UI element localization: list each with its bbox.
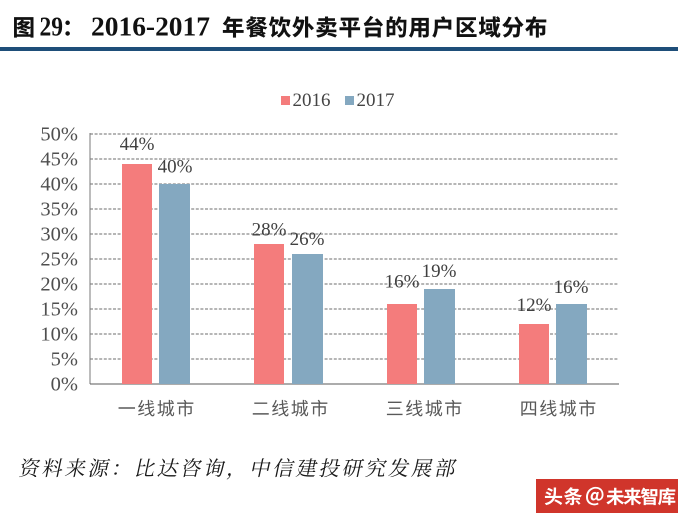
svg-text:10%: 10% [40, 324, 78, 346]
svg-text:0%: 0% [51, 374, 78, 396]
svg-text:35%: 35% [40, 199, 78, 221]
svg-text:40%: 40% [158, 157, 193, 178]
svg-text:50%: 50% [40, 124, 78, 146]
svg-text:2016-2017: 2016-2017 [91, 12, 210, 42]
svg-text:45%: 45% [40, 149, 78, 171]
svg-text:25%: 25% [40, 249, 78, 271]
svg-text:5%: 5% [51, 349, 78, 371]
svg-text:15%: 15% [40, 299, 78, 321]
svg-text:2017: 2017 [357, 90, 395, 111]
svg-text:2016: 2016 [293, 90, 331, 111]
svg-text:30%: 30% [40, 224, 78, 246]
svg-text:44%: 44% [120, 134, 155, 155]
svg-text:28%: 28% [252, 220, 287, 241]
svg-text:12%: 12% [517, 295, 552, 316]
svg-text:20%: 20% [40, 274, 78, 296]
svg-text:29: 29 [40, 12, 64, 42]
svg-text:19%: 19% [422, 261, 457, 282]
svg-text:16%: 16% [385, 272, 420, 293]
svg-text:16%: 16% [554, 277, 589, 298]
svg-text:40%: 40% [40, 174, 78, 196]
svg-text:26%: 26% [290, 229, 325, 250]
